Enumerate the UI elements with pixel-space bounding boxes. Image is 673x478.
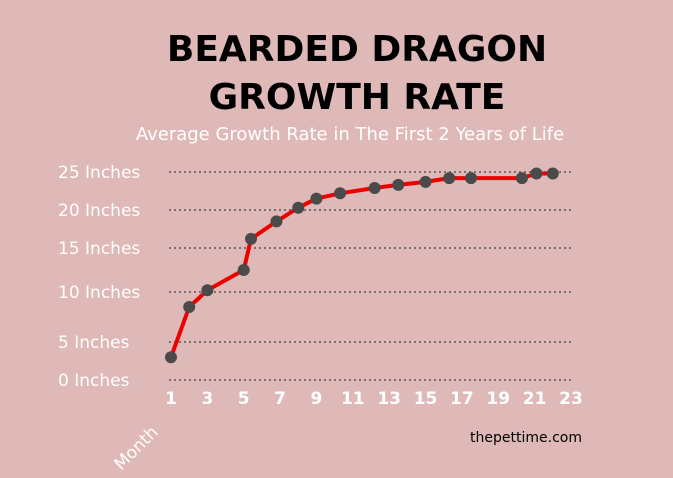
x-tick-label: 11 (341, 389, 365, 409)
y-tick-label: 5 Inches (58, 333, 130, 353)
data-point (392, 178, 405, 191)
x-axis-label: Month (111, 423, 163, 475)
x-tick-label: 15 (414, 389, 438, 409)
x-tick-label: 23 (559, 389, 583, 409)
data-point (443, 172, 456, 185)
y-tick-label: 0 Inches (58, 371, 130, 391)
data-point (292, 201, 305, 214)
data-point (334, 187, 347, 200)
data-point (237, 264, 250, 276)
watermark: thepettime.com (470, 430, 582, 446)
series-line-group (169, 171, 555, 360)
data-point (465, 172, 477, 185)
y-tick-label: 20 Inches (58, 201, 140, 221)
data-point (201, 284, 214, 297)
x-tick-label: 19 (486, 389, 510, 409)
x-tick-label: 17 (450, 389, 474, 409)
x-tick-label: 9 (311, 389, 323, 409)
data-point (368, 181, 381, 194)
data-point (530, 167, 543, 180)
y-axis-tick-labels: 0 Inches 5 Inches 10 Inches 15 Inches 20 Inc… (58, 163, 140, 391)
y-tick-label: 15 Inches (58, 239, 140, 259)
x-tick-label: 13 (377, 389, 401, 409)
data-point (546, 167, 559, 180)
x-tick-label: 5 (238, 389, 250, 409)
data-point (245, 232, 257, 245)
y-tick-label: 10 Inches (58, 283, 140, 303)
x-tick-label: 1 (165, 389, 177, 409)
x-axis-tick-labels: 1 3 5 7 9 11 13 15 17 19 21 23 (165, 389, 583, 409)
chart-title: BEARDED DRAGON (167, 29, 547, 70)
data-point (515, 172, 528, 185)
grid-lines (169, 171, 573, 381)
x-tick-label: 3 (201, 389, 213, 409)
data-point (183, 301, 196, 313)
series-line (169, 171, 555, 360)
data-point (310, 192, 323, 205)
x-tick-label: 21 (523, 389, 547, 409)
data-point (165, 351, 177, 364)
data-point (270, 215, 283, 228)
chart-title-line2: GROWTH RATE (209, 77, 506, 118)
data-point (419, 175, 432, 188)
data-points (165, 167, 559, 364)
chart-subtitle: Average Growth Rate in The First 2 Years… (136, 124, 564, 145)
x-tick-label: 7 (274, 389, 286, 409)
y-tick-label: 25 Inches (58, 163, 140, 183)
